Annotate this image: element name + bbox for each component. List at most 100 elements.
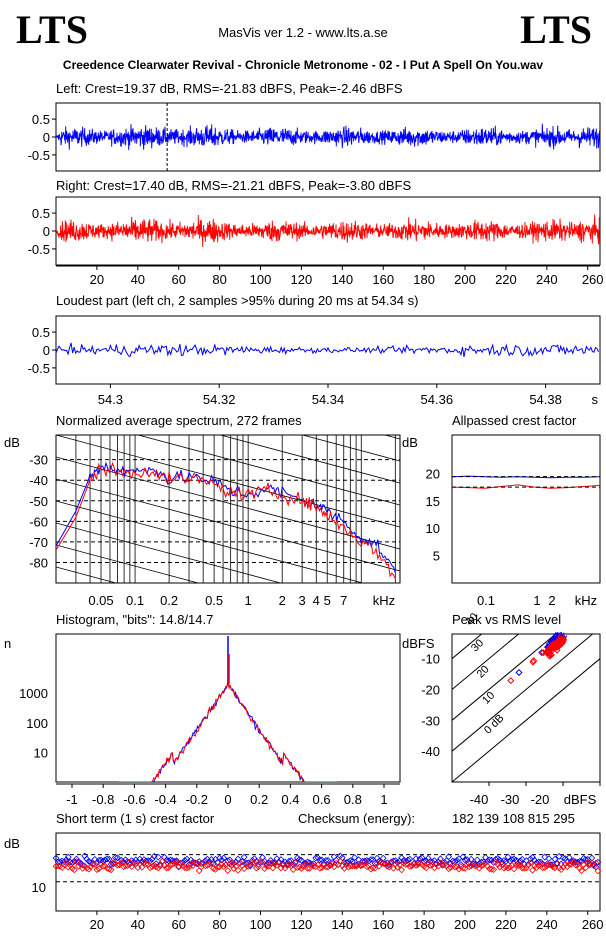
short-term-point-right	[275, 859, 283, 867]
peak-rms-diagonal-label: 0 dB	[482, 712, 506, 736]
peak-rms-xtick-label: -30	[501, 792, 520, 807]
crest-ylabel: dB	[402, 435, 418, 450]
checksum-label: Checksum (energy):	[298, 811, 416, 826]
spectrum-diagonal	[56, 435, 400, 528]
short-term-point-left	[336, 852, 344, 860]
crest-xtick-label: kHz	[575, 593, 597, 608]
short-term-point-left	[486, 856, 493, 864]
crest-frame	[451, 434, 601, 584]
short-term-point-right	[578, 867, 585, 875]
short-term-point-left	[250, 855, 258, 863]
short-term-point-right	[228, 858, 236, 866]
short-term-point-right	[122, 862, 129, 870]
peak-rms-frame	[451, 633, 601, 783]
short-term-point-left	[453, 856, 461, 864]
short-term-xtick-label: 220	[495, 917, 517, 932]
spectrum-ytick-label: -60	[29, 514, 48, 529]
short-term-point-left	[406, 855, 414, 863]
short-term-point-right	[347, 862, 354, 870]
peak-rms-point-right	[551, 642, 559, 650]
short-term-point-right	[138, 863, 146, 871]
short-term-point-right	[447, 864, 455, 871]
short-term-frame	[55, 832, 601, 912]
short-term-point-left	[545, 855, 553, 863]
peak-rms-diagonal	[452, 634, 594, 752]
short-term-point-right	[484, 862, 491, 870]
histogram-title: Histogram, "bits": 14.8/14.7	[56, 612, 214, 627]
short-term-point-right	[148, 863, 156, 871]
short-term-point-right	[91, 861, 99, 868]
short-term-point-right	[418, 861, 426, 869]
short-term-point-right	[81, 862, 89, 870]
short-term-point-left	[412, 855, 420, 863]
short-term-point-right	[318, 864, 326, 872]
spectrum-ytick-label: -80	[29, 555, 48, 570]
right-waveform-ytick-label: -0.5	[28, 242, 50, 257]
short-term-point-left	[289, 860, 297, 868]
logo-right: LTS	[520, 7, 592, 52]
short-term-point-left	[529, 853, 536, 861]
short-term-point-right	[130, 860, 138, 867]
short-term-point-left	[218, 856, 226, 864]
short-term-point-right	[257, 857, 264, 865]
peak-rms-diagonal-label: 30	[469, 637, 486, 654]
left-waveform-title: Left: Crest=19.37 dB, RMS=-21.83 dBFS, P…	[56, 81, 403, 96]
peak-rms-point-left	[564, 622, 572, 630]
histogram-xtick-label: -0.8	[92, 792, 114, 807]
short-term-point-right	[473, 861, 481, 869]
short-term-point-right	[273, 861, 281, 869]
short-term-point-left	[445, 853, 453, 861]
short-term-point-right	[128, 863, 136, 870]
peak-rms-ytick-label: -20	[421, 683, 440, 698]
short-term-point-right	[304, 864, 311, 872]
histogram-xtick-label: 0.6	[313, 792, 331, 807]
peak-rms-point-right	[553, 646, 561, 654]
right-waveform-xtick-label: 100	[250, 272, 272, 287]
short-term-point-right	[298, 865, 305, 872]
short-term-point-right	[475, 864, 483, 872]
crest-xtick-label: 2	[548, 593, 555, 608]
short-term-point-right	[582, 864, 590, 872]
short-term-point-right	[107, 866, 115, 874]
short-term-point-right	[248, 859, 256, 867]
short-term-point-right	[220, 863, 228, 870]
short-term-point-right	[263, 862, 271, 870]
peak-rms-diagonal	[452, 658, 600, 782]
short-term-xtick-label: 120	[291, 917, 313, 932]
short-term-point-right	[381, 860, 389, 867]
histogram-series-left	[118, 681, 338, 782]
spectrum-series-right	[56, 461, 396, 580]
short-term-point-right	[177, 859, 185, 867]
crest-ytick-label: 5	[433, 549, 440, 564]
loudest-part-ytick-label: 0	[43, 343, 50, 358]
short-term-point-left	[291, 859, 299, 867]
crest-ytick-label: 15	[426, 494, 440, 509]
short-term-xtick-label: 60	[171, 917, 185, 932]
spectrum-diagonal	[301, 435, 400, 462]
short-term-point-right	[267, 859, 275, 867]
peak-rms-point-right	[543, 648, 551, 656]
spectrum-xtick-label: kHz	[373, 593, 395, 608]
left-waveform-ytick-label: 0	[43, 130, 50, 145]
right-waveform-xtick-label: 160	[372, 272, 394, 287]
short-term-point-left	[588, 854, 596, 862]
short-term-point-right	[371, 864, 379, 872]
short-term-point-right	[361, 858, 369, 866]
right-waveform-xtick-label: 200	[454, 272, 476, 287]
peak-rms-point-right	[507, 677, 515, 685]
spectrum-xtick-label: 0.1	[126, 593, 144, 608]
short-term-point-right	[453, 863, 461, 870]
peak-rms-ylabel: dBFS	[402, 636, 435, 651]
short-term-point-left	[371, 859, 379, 867]
short-term-point-left	[64, 853, 72, 861]
histogram-ytick-label: 1000	[19, 686, 48, 701]
short-term-point-right	[218, 860, 226, 868]
short-term-xtick-label: 100	[250, 917, 272, 932]
short-term-point-left	[502, 858, 510, 865]
loudest-part-xtick-label: 54.34	[312, 392, 345, 407]
histogram-xtick-label: 0.4	[281, 792, 299, 807]
right-waveform-ytick-label: 0.5	[32, 206, 50, 221]
spectrum-ytick-label: -40	[29, 473, 48, 488]
short-term-point-right	[261, 865, 268, 873]
right-waveform-ytick-label: 0	[43, 224, 50, 239]
